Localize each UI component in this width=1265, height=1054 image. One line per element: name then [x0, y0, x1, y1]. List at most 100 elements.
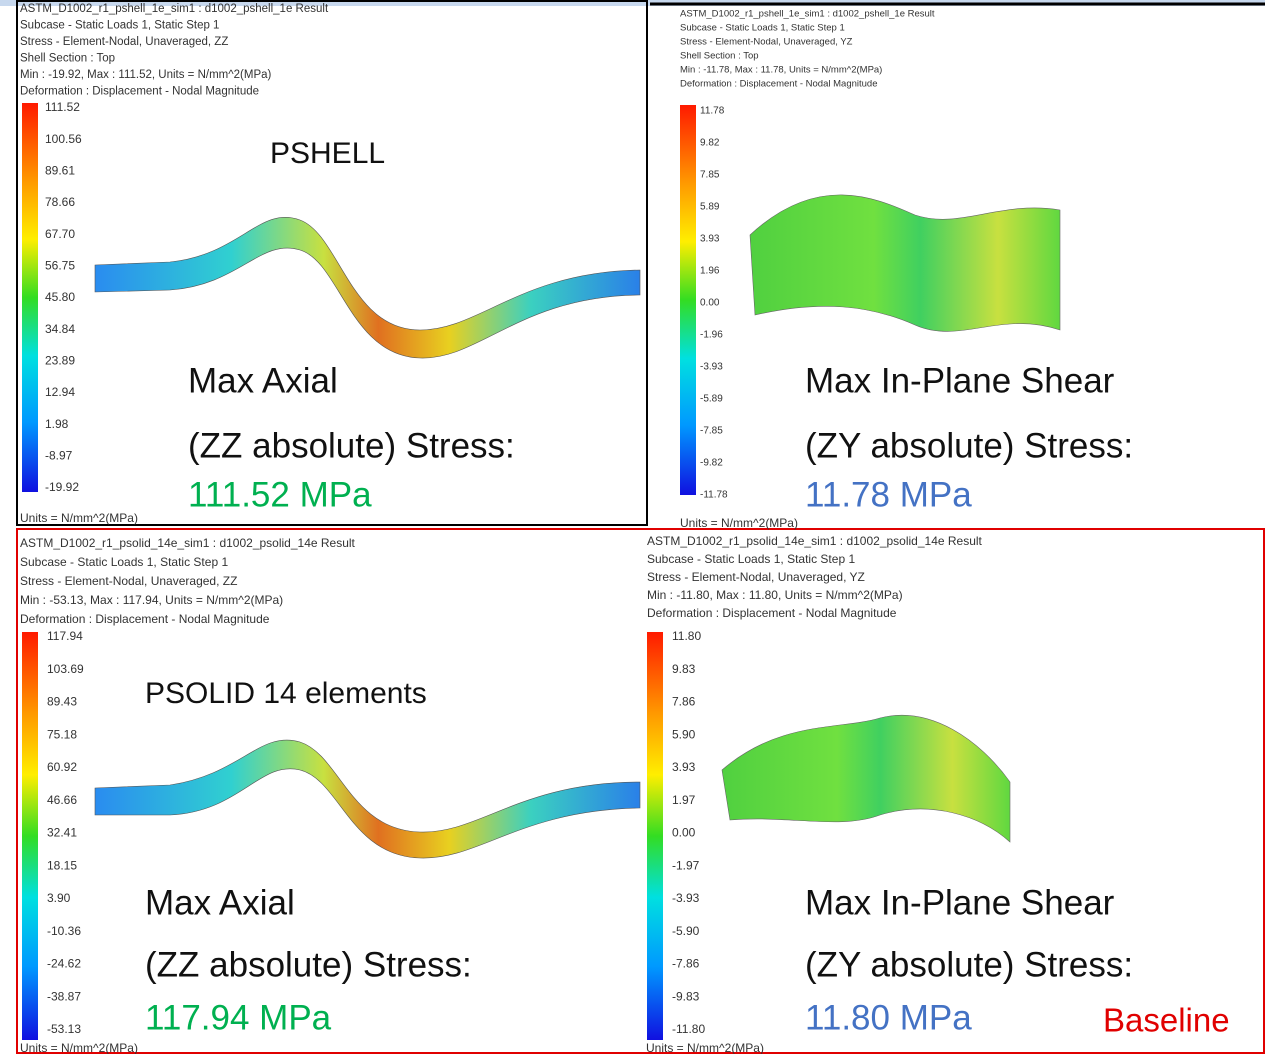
legend-label: 46.66 [47, 793, 77, 807]
legend-label: 75.18 [47, 727, 77, 741]
legend-label: 18.15 [47, 858, 77, 872]
legend-label: 1.98 [45, 417, 69, 431]
stress-value: 11.80 MPa [805, 998, 972, 1037]
legend-label: 45.80 [45, 290, 75, 304]
beam-model [95, 217, 640, 358]
result-header: Deformation : Displacement - Nodal Magni… [680, 79, 877, 90]
result-header: Shell Section : Top [20, 53, 115, 65]
stress-value: 111.52 MPa [188, 475, 372, 514]
legend-label: 5.90 [672, 727, 696, 741]
legend-label: 89.43 [47, 695, 77, 709]
legend-label: 11.80 [672, 629, 701, 643]
units-label: Units = N/mm^2(MPa) [20, 511, 138, 525]
legend-label: 117.94 [47, 629, 83, 643]
stress-caption: (ZY absolute) Stress: [805, 945, 1133, 984]
stress-value: 117.94 MPa [145, 998, 332, 1037]
result-header: Min : -11.78, Max : 11.78, Units = N/mm^… [680, 65, 882, 76]
legend-label: -1.97 [672, 858, 700, 872]
legend-label: -1.96 [700, 330, 723, 341]
baseline-label: Baseline [1103, 1002, 1230, 1039]
legend-label: 23.89 [45, 354, 75, 368]
legend-label: 9.82 [700, 138, 720, 149]
legend-label: 9.83 [672, 662, 696, 676]
legend-label: 32.41 [47, 826, 77, 840]
legend-label: -19.92 [45, 480, 79, 494]
legend-label: 11.78 [700, 106, 725, 117]
result-header: Min : -11.80, Max : 11.80, Units = N/mm^… [647, 588, 903, 602]
units-label: Units = N/mm^2(MPa) [20, 1041, 138, 1054]
result-header: Deformation : Displacement - Nodal Magni… [647, 606, 897, 620]
legend-label: -7.86 [672, 957, 700, 971]
legend-label: -10.36 [47, 924, 81, 938]
units-label: Units = N/mm^2(MPa) [680, 516, 798, 530]
stress-caption: (ZZ absolute) Stress: [145, 945, 472, 984]
legend-label: 56.75 [45, 259, 75, 273]
result-header: Stress - Element-Nodal, Unaveraged, ZZ [20, 36, 228, 48]
legend-label: -3.93 [672, 891, 700, 905]
legend-label: 3.93 [700, 234, 720, 245]
result-header: Min : -19.92, Max : 111.52, Units = N/mm… [20, 69, 272, 81]
legend-label: -5.90 [672, 924, 700, 938]
stress-value: 11.78 MPa [805, 475, 972, 514]
stress-caption: (ZY absolute) Stress: [805, 426, 1133, 465]
result-header: Subcase - Static Loads 1, Static Step 1 [20, 20, 219, 32]
result-header: Min : -53.13, Max : 117.94, Units = N/mm… [20, 593, 283, 607]
legend-label: 3.90 [47, 891, 71, 905]
legend-label: 89.61 [45, 164, 75, 178]
legend-label: 1.96 [700, 266, 720, 277]
legend-label: 12.94 [45, 385, 75, 399]
legend-label: -11.78 [700, 490, 728, 501]
slide: Baseline ASTM_D1002_r1_pshell_1e_sim1 : … [0, 0, 1265, 1054]
result-header: Subcase - Static Loads 1, Static Step 1 [647, 552, 855, 566]
beam-model [750, 195, 1060, 332]
legend-label: 3.93 [672, 760, 696, 774]
legend-label: -9.83 [672, 989, 700, 1003]
result-header: Shell Section : Top [680, 51, 759, 62]
result-header: Deformation : Displacement - Nodal Magni… [20, 86, 259, 98]
legend-bar [22, 632, 38, 1040]
beam-model [95, 740, 640, 858]
legend-label: 100.56 [45, 132, 82, 146]
result-header: ASTM_D1002_r1_pshell_1e_sim1 : d1002_psh… [680, 9, 935, 20]
model-label: PSOLID 14 elements [145, 677, 427, 710]
legend-label: 1.97 [672, 793, 696, 807]
legend-label: 34.84 [45, 322, 75, 336]
result-header: ASTM_D1002_r1_psolid_14e_sim1 : d1002_ps… [20, 536, 356, 550]
legend-label: -11.80 [672, 1022, 705, 1036]
legend-label: -3.93 [700, 362, 723, 373]
result-header: Subcase - Static Loads 1, Static Step 1 [680, 23, 845, 34]
stress-caption: Max Axial [188, 361, 338, 400]
units-label: Units = N/mm^2(MPa) [646, 1041, 764, 1054]
stress-caption: (ZZ absolute) Stress: [188, 426, 515, 465]
beam-model [722, 715, 1010, 842]
legend-label: 111.52 [45, 100, 80, 114]
legend-label: 7.86 [672, 695, 696, 709]
legend-label: 60.92 [47, 760, 77, 774]
model-label: PSHELL [270, 137, 385, 170]
legend-label: 67.70 [45, 227, 75, 241]
legend-label: 0.00 [672, 826, 696, 840]
stress-caption: Max In-Plane Shear [805, 883, 1115, 922]
legend-label: -5.89 [700, 394, 723, 405]
result-header: Stress - Element-Nodal, Unaveraged, YZ [647, 570, 865, 584]
result-header: Stress - Element-Nodal, Unaveraged, YZ [680, 37, 853, 48]
result-header: Stress - Element-Nodal, Unaveraged, ZZ [20, 574, 237, 588]
legend-label: -38.87 [47, 989, 81, 1003]
legend-label: -53.13 [47, 1022, 81, 1036]
legend-bar [22, 103, 38, 492]
legend-label: 78.66 [45, 195, 75, 209]
legend-label: 103.69 [47, 662, 84, 676]
legend-label: 7.85 [700, 170, 720, 181]
legend-label: -8.97 [45, 449, 73, 463]
result-header: Subcase - Static Loads 1, Static Step 1 [20, 555, 228, 569]
legend-label: -9.82 [700, 458, 723, 469]
legend-label: 5.89 [700, 202, 720, 213]
legend-label: -7.85 [700, 426, 723, 437]
result-header: Deformation : Displacement - Nodal Magni… [20, 612, 270, 626]
legend-label: -24.62 [47, 957, 81, 971]
stress-caption: Max In-Plane Shear [805, 361, 1115, 400]
legend-label: 0.00 [700, 298, 720, 309]
legend-bar [647, 632, 663, 1040]
result-header: ASTM_D1002_r1_pshell_1e_sim1 : d1002_psh… [20, 3, 329, 15]
result-header: ASTM_D1002_r1_psolid_14e_sim1 : d1002_ps… [647, 534, 983, 548]
